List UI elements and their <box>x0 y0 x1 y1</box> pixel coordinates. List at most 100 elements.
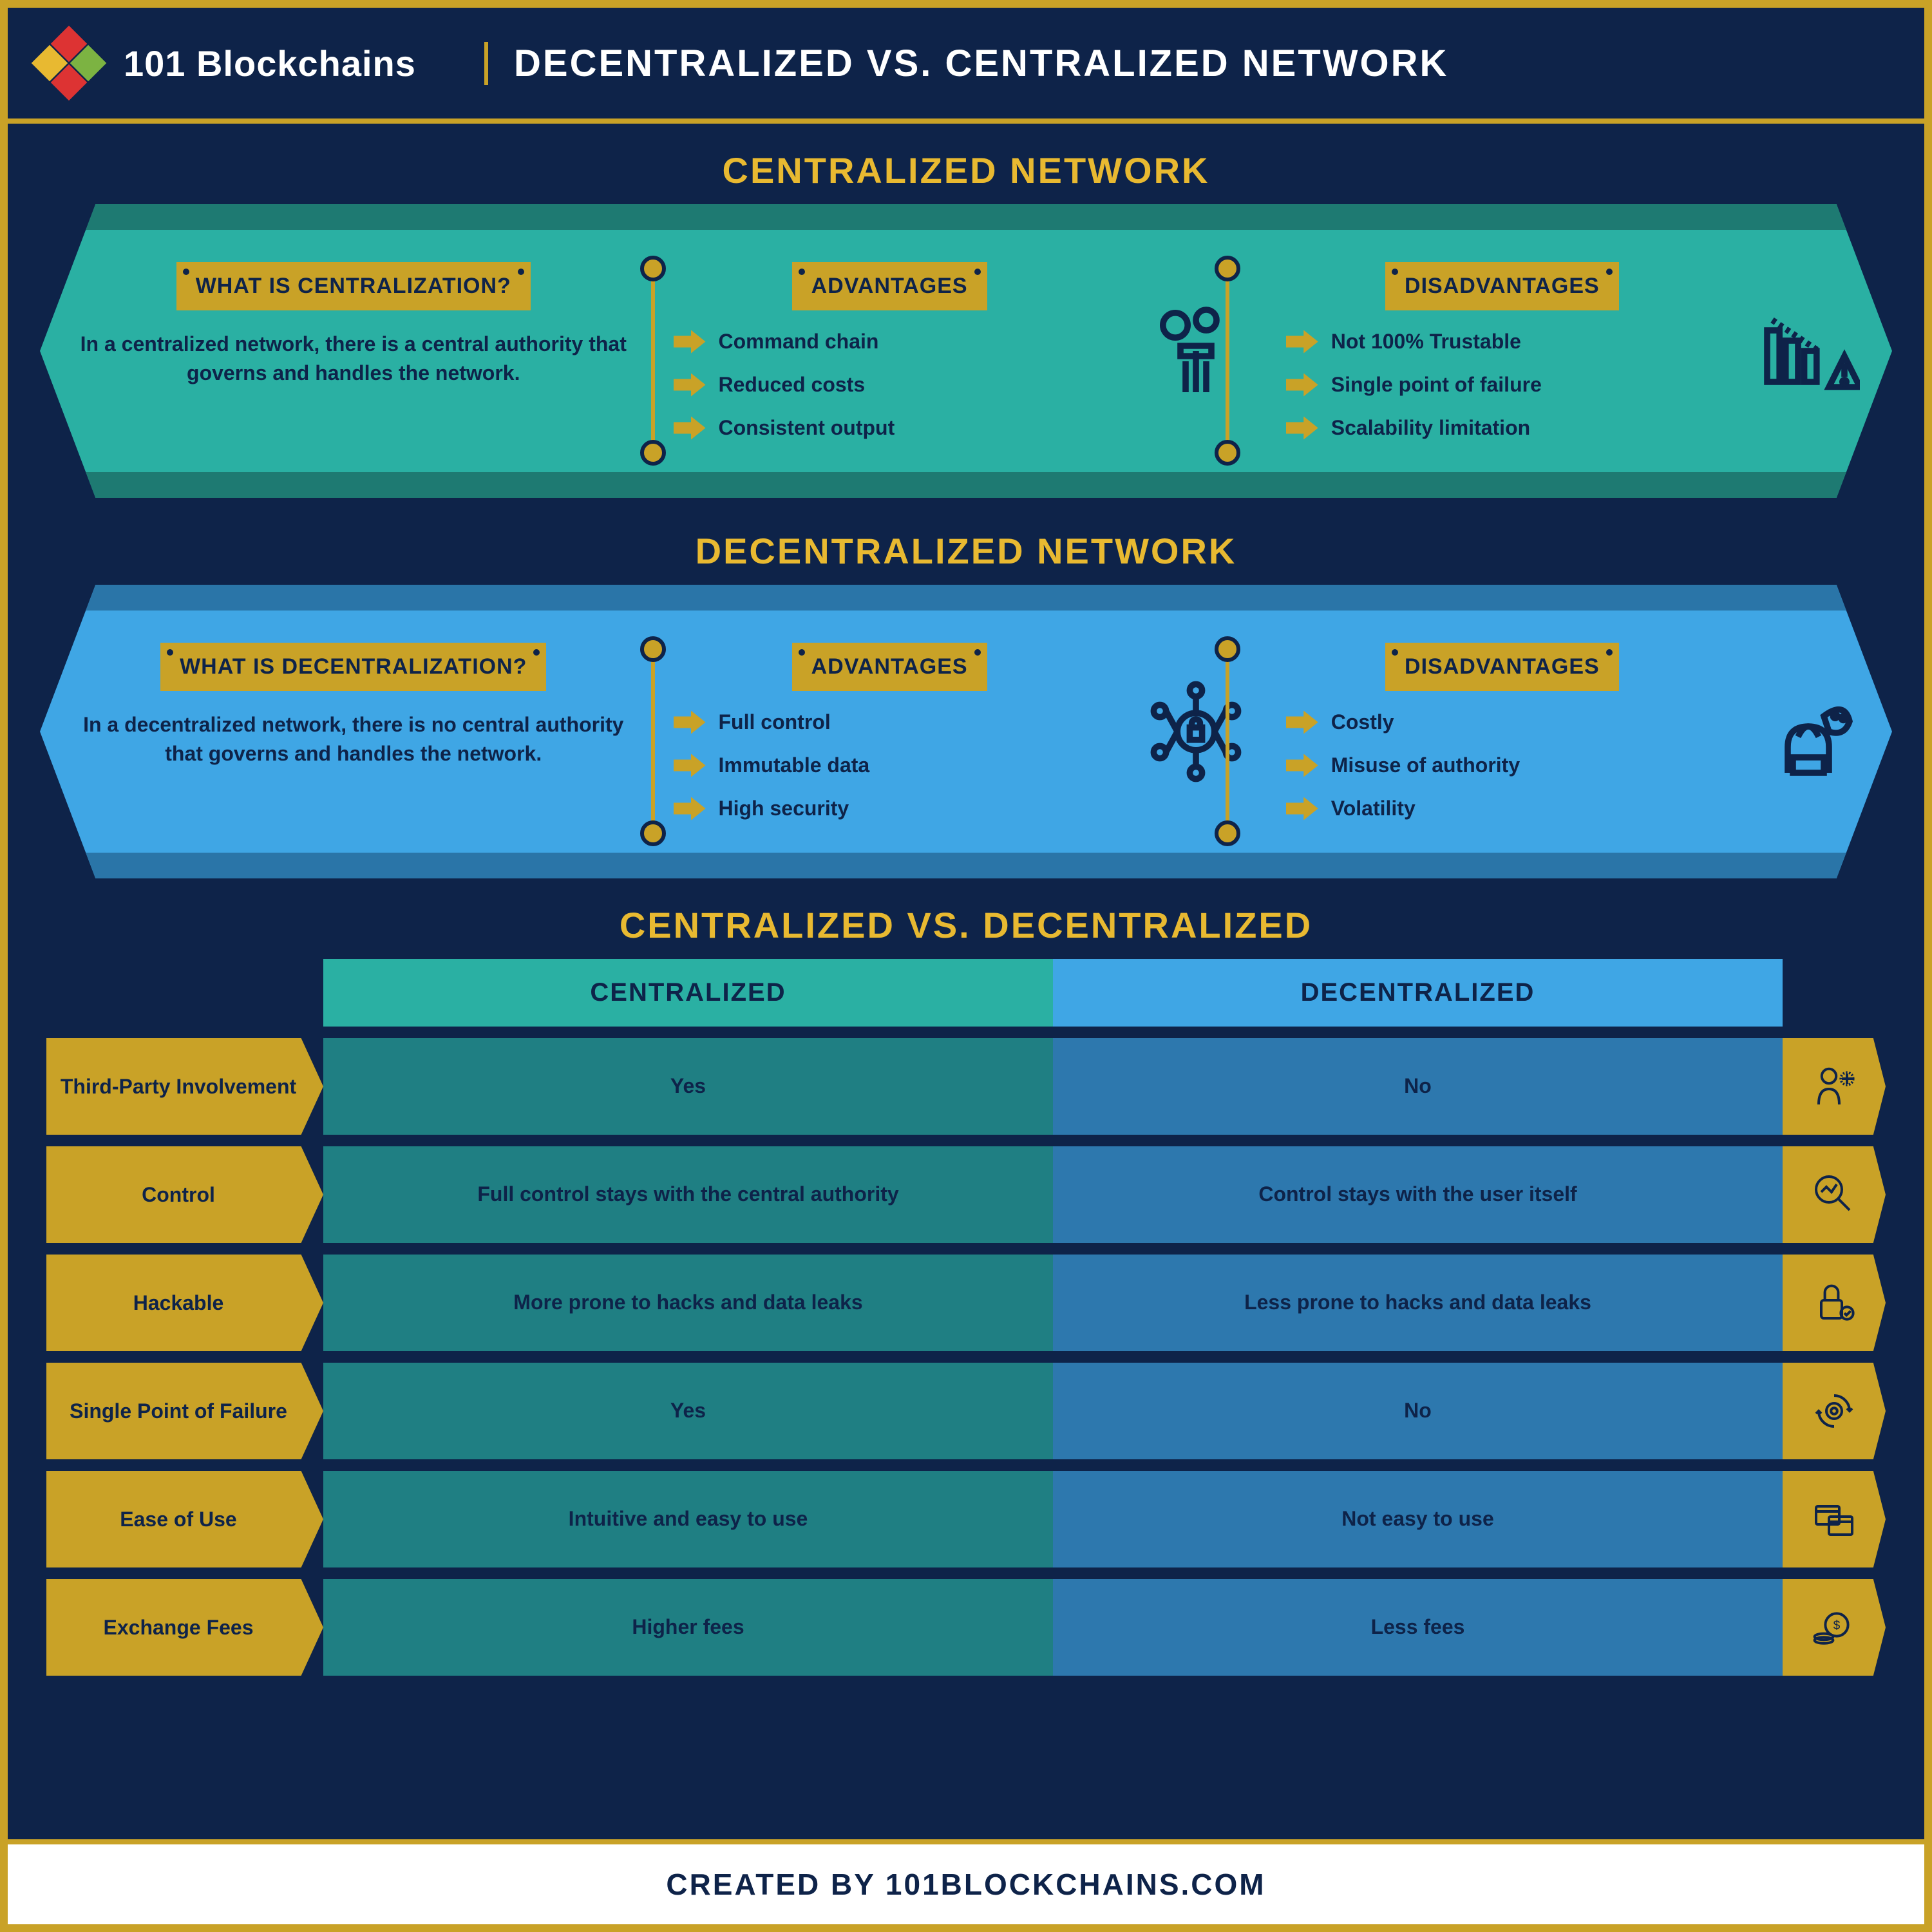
cell-decentralized: Control stays with the user itself <box>1053 1146 1783 1243</box>
decentralized-dis-icon <box>1750 643 1866 820</box>
list-item: Reduced costs <box>674 373 1119 397</box>
list-item: Full control <box>674 710 1119 734</box>
list-item: High security <box>674 797 1119 820</box>
decentralized-advantages-col: ADVANTAGES Full control Immutable data H… <box>661 643 1119 820</box>
arrow-icon <box>1286 711 1318 734</box>
arrow-icon <box>674 754 706 777</box>
table-row: Hackable More prone to hacks and data le… <box>46 1255 1886 1351</box>
cell-decentralized: No <box>1053 1363 1783 1459</box>
magnify-icon <box>1783 1146 1886 1243</box>
arrow-icon <box>1286 417 1318 440</box>
list-item: Single point of failure <box>1286 373 1731 397</box>
cell-centralized: Yes <box>323 1363 1053 1459</box>
gears-hand-icon <box>1144 299 1247 402</box>
centralized-disadvantages-list: Not 100% Trustable Single point of failu… <box>1273 330 1731 440</box>
footer: CREATED BY 101BLOCKCHAINS.COM <box>8 1839 1924 1924</box>
person-icon <box>1783 1038 1886 1135</box>
disadvantages-badge: DISADVANTAGES <box>1385 643 1619 691</box>
centralized-advantages-list: Command chain Reduced costs Consistent o… <box>661 330 1119 440</box>
table-row: Third-Party Involvement Yes No <box>46 1038 1886 1135</box>
row-label: Ease of Use <box>46 1471 323 1567</box>
centralized-dis-icon <box>1750 262 1866 440</box>
list-item: Costly <box>1286 710 1731 734</box>
centralized-title: CENTRALIZED NETWORK <box>40 149 1892 191</box>
decentralized-def-badge: WHAT IS DECENTRALIZATION? <box>160 643 546 691</box>
arrow-icon <box>674 374 706 397</box>
cell-decentralized: Less prone to hacks and data leaks <box>1053 1255 1783 1351</box>
infographic-page: 101 Blockchains DECENTRALIZED VS. CENTRA… <box>0 0 1932 1932</box>
decentralized-section: DECENTRALIZED NETWORK WHAT IS DECENTRALI… <box>40 524 1892 878</box>
page-title: DECENTRALIZED VS. CENTRALIZED NETWORK <box>484 42 1899 85</box>
centralized-advantages-col: ADVANTAGES Command chain Reduced costs C… <box>661 262 1119 440</box>
divider-icon <box>651 649 655 833</box>
centralized-section: CENTRALIZED NETWORK WHAT IS CENTRALIZATI… <box>40 143 1892 498</box>
list-item: Consistent output <box>674 416 1119 440</box>
centralized-panel: WHAT IS CENTRALIZATION? In a centralized… <box>40 204 1892 498</box>
network-lock-icon <box>1144 680 1247 783</box>
arrow-icon <box>1286 754 1318 777</box>
centralized-def-badge: WHAT IS CENTRALIZATION? <box>176 262 531 310</box>
cell-centralized: Full control stays with the central auth… <box>323 1146 1053 1243</box>
row-label: Single Point of Failure <box>46 1363 323 1459</box>
list-item: Immutable data <box>674 753 1119 777</box>
windows-icon <box>1783 1471 1886 1567</box>
gear-cycle-icon <box>1783 1363 1886 1459</box>
list-item: Scalability limitation <box>1286 416 1731 440</box>
cell-centralized: Higher fees <box>323 1579 1053 1676</box>
decentralized-definition: In a decentralized network, there is no … <box>79 710 629 768</box>
decentralized-advantages-list: Full control Immutable data High securit… <box>661 710 1119 820</box>
chart-warning-icon <box>1757 299 1860 402</box>
row-label: Third-Party Involvement <box>46 1038 323 1135</box>
table-header: CENTRALIZED DECENTRALIZED <box>46 959 1886 1027</box>
cell-centralized: Intuitive and easy to use <box>323 1471 1053 1567</box>
arrow-icon <box>1286 374 1318 397</box>
centralized-definition: In a centralized network, there is a cen… <box>79 330 629 388</box>
decentralized-disadvantages-list: Costly Misuse of authority Volatility <box>1273 710 1731 820</box>
decentralized-definition-col: WHAT IS DECENTRALIZATION? In a decentral… <box>66 643 641 820</box>
table-row: Ease of Use Intuitive and easy to use No… <box>46 1471 1886 1567</box>
brand-text: 101 Blockchains <box>124 43 416 84</box>
arrow-icon <box>1286 797 1318 820</box>
header: 101 Blockchains DECENTRALIZED VS. CENTRA… <box>8 8 1924 124</box>
arrow-icon <box>674 797 706 820</box>
comparison-title: CENTRALIZED VS. DECENTRALIZED <box>8 904 1924 946</box>
logo: 101 Blockchains <box>33 28 484 99</box>
advantages-badge: ADVANTAGES <box>792 643 987 691</box>
decentralized-title: DECENTRALIZED NETWORK <box>40 530 1892 572</box>
list-item: Misuse of authority <box>1286 753 1731 777</box>
coins-icon: $ <box>1783 1579 1886 1676</box>
row-label: Control <box>46 1146 323 1243</box>
decentralized-panel: WHAT IS DECENTRALIZATION? In a decentral… <box>40 585 1892 878</box>
logo-icon <box>33 28 104 99</box>
comparison-table: CENTRALIZED DECENTRALIZED Third-Party In… <box>46 959 1886 1676</box>
centralized-disadvantages-col: DISADVANTAGES Not 100% Trustable Single … <box>1273 262 1731 440</box>
advantages-badge: ADVANTAGES <box>792 262 987 310</box>
table-row: Exchange Fees Higher fees Less fees $ <box>46 1579 1886 1676</box>
centralized-adv-icon <box>1138 262 1254 440</box>
svg-text:$: $ <box>1833 1619 1841 1633</box>
centralized-definition-col: WHAT IS CENTRALIZATION? In a centralized… <box>66 262 641 440</box>
divider-icon <box>1226 649 1229 833</box>
cell-decentralized: Not easy to use <box>1053 1471 1783 1567</box>
cell-decentralized: Less fees <box>1053 1579 1783 1676</box>
col-header-centralized: CENTRALIZED <box>323 959 1053 1027</box>
list-item: Not 100% Trustable <box>1286 330 1731 354</box>
arrow-icon <box>674 711 706 734</box>
list-item: Volatility <box>1286 797 1731 820</box>
cell-centralized: Yes <box>323 1038 1053 1135</box>
arrow-icon <box>674 417 706 440</box>
col-header-decentralized: DECENTRALIZED <box>1053 959 1783 1027</box>
decentralized-adv-icon <box>1138 643 1254 820</box>
divider-icon <box>651 269 655 453</box>
lock-icon <box>1783 1255 1886 1351</box>
divider-icon <box>1226 269 1229 453</box>
arrow-icon <box>674 330 706 354</box>
row-label: Hackable <box>46 1255 323 1351</box>
cell-centralized: More prone to hacks and data leaks <box>323 1255 1053 1351</box>
table-row: Control Full control stays with the cent… <box>46 1146 1886 1243</box>
disadvantages-badge: DISADVANTAGES <box>1385 262 1619 310</box>
cell-decentralized: No <box>1053 1038 1783 1135</box>
row-label: Exchange Fees <box>46 1579 323 1676</box>
list-item: Command chain <box>674 330 1119 354</box>
hacker-icon <box>1757 680 1860 783</box>
